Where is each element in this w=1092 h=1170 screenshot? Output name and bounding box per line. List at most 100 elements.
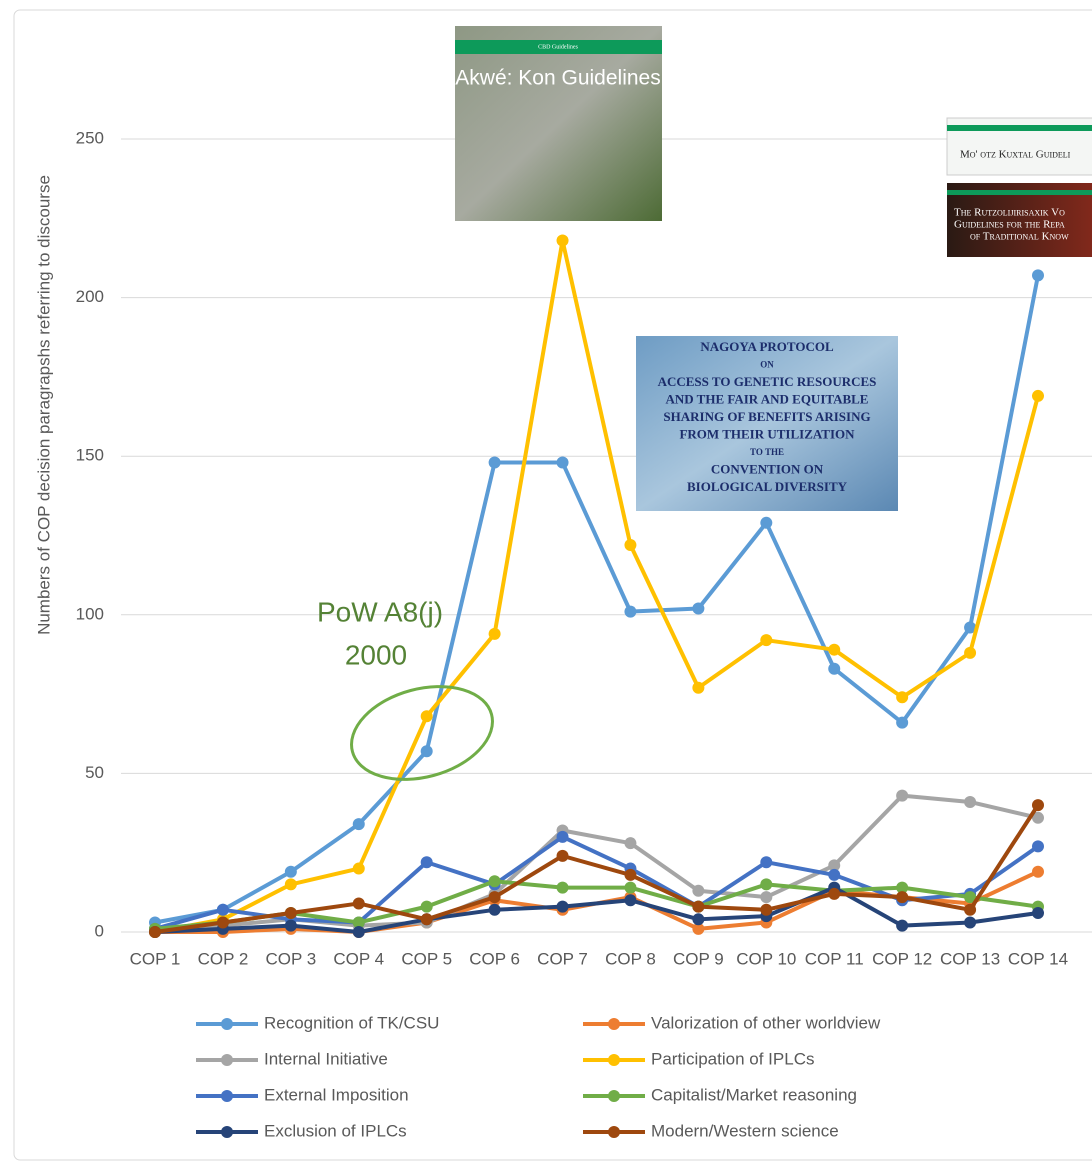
legend-label: Modern/Western science [651,1121,839,1140]
y-tick-label: 250 [76,128,104,147]
x-tick-label: COP 11 [805,949,864,968]
marker [828,887,841,900]
marker [896,691,909,704]
y-axis-title: Numbers of COP decision paragrapshs refe… [34,175,53,635]
x-tick-label: COP 13 [940,949,1000,968]
marker [556,881,569,894]
cover-band [455,40,662,54]
marker [216,916,229,929]
marker [352,897,365,910]
cover-text: FROM THEIR UTILIZATION [679,426,855,441]
cover-text: NAGOYA PROTOCOL [700,339,834,354]
legend-label: Participation of IPLCs [651,1049,814,1068]
marker [760,856,773,869]
cover-text: ON [760,360,774,370]
marker [149,926,161,938]
marker [964,891,977,904]
y-tick-label: 200 [76,287,104,306]
marker [624,881,637,894]
marker [216,903,229,916]
marker [556,900,569,913]
y-tick-label: 150 [76,446,104,465]
legend-label: External Imposition [264,1085,409,1104]
marker [692,913,705,926]
legend-marker [221,1054,233,1066]
marker [828,643,841,656]
marker [964,646,977,659]
marker [1032,799,1044,812]
marker [828,662,841,675]
x-tick-label: COP 3 [265,949,316,968]
cover-title: of Traditional Know [970,231,1069,243]
marker [760,634,773,647]
marker [1032,906,1044,919]
marker [964,903,977,916]
marker [420,900,433,913]
legend-label: Internal Initiative [264,1049,388,1068]
marker [420,913,433,926]
cover-text: CONVENTION ON [711,461,824,476]
legend-marker [221,1018,233,1030]
marker [896,919,909,932]
marker [964,795,977,808]
marker [284,919,297,932]
cover-title: The Rutzolijirisaxik Vo [954,207,1065,219]
cover-text: SHARING OF BENEFITS ARISING [663,409,870,424]
legend-marker [608,1126,620,1138]
legend-marker [608,1054,620,1066]
marker [488,875,501,888]
marker [488,903,501,916]
legend-label: Recognition of TK/CSU [264,1013,439,1032]
legend-marker [221,1126,233,1138]
legend-marker [608,1018,620,1030]
cover [947,183,1092,257]
marker [692,884,705,897]
cover-text: CBD Guidelines [538,44,578,50]
marker [828,868,841,881]
marker [352,862,365,875]
x-tick-label: COP 1 [130,949,181,968]
annotation-ellipse [350,685,494,781]
cover-band [947,125,1092,131]
y-tick-label: 50 [85,763,104,782]
x-tick-label: COP 10 [736,949,796,968]
marker [760,878,773,891]
marker [1032,269,1044,282]
marker [1032,389,1044,402]
marker [352,916,365,929]
marker [624,868,637,881]
marker [488,891,501,904]
marker [284,865,297,878]
annotation: 2000 [345,639,407,670]
legend-label: Exclusion of IPLCs [264,1121,407,1140]
marker [624,837,637,850]
marker [964,621,977,634]
marker [760,516,773,529]
marker [1032,811,1044,824]
marker [1032,865,1044,878]
marker [760,903,773,916]
cover-text: AND THE FAIR AND EQUITABLE [666,391,869,406]
marker [420,710,433,723]
legend-label: Capitalist/Market reasoning [651,1085,857,1104]
marker [964,916,977,929]
marker [692,602,705,615]
marker [556,830,569,843]
series-line [154,275,1040,925]
marker [692,681,705,694]
marker [556,456,569,469]
cover-title: Akwé: Kon Guidelines [455,67,660,90]
marker [828,859,841,872]
marker [624,539,637,552]
marker [284,906,297,919]
legend-marker [608,1090,620,1102]
marker [420,745,433,758]
x-tick-label: COP 2 [198,949,249,968]
marker [896,716,909,729]
marker [896,891,909,904]
marker [284,878,297,891]
annotation: PoW A8(j) [317,596,443,627]
marker [896,881,909,894]
x-tick-label: COP 14 [1008,949,1068,968]
